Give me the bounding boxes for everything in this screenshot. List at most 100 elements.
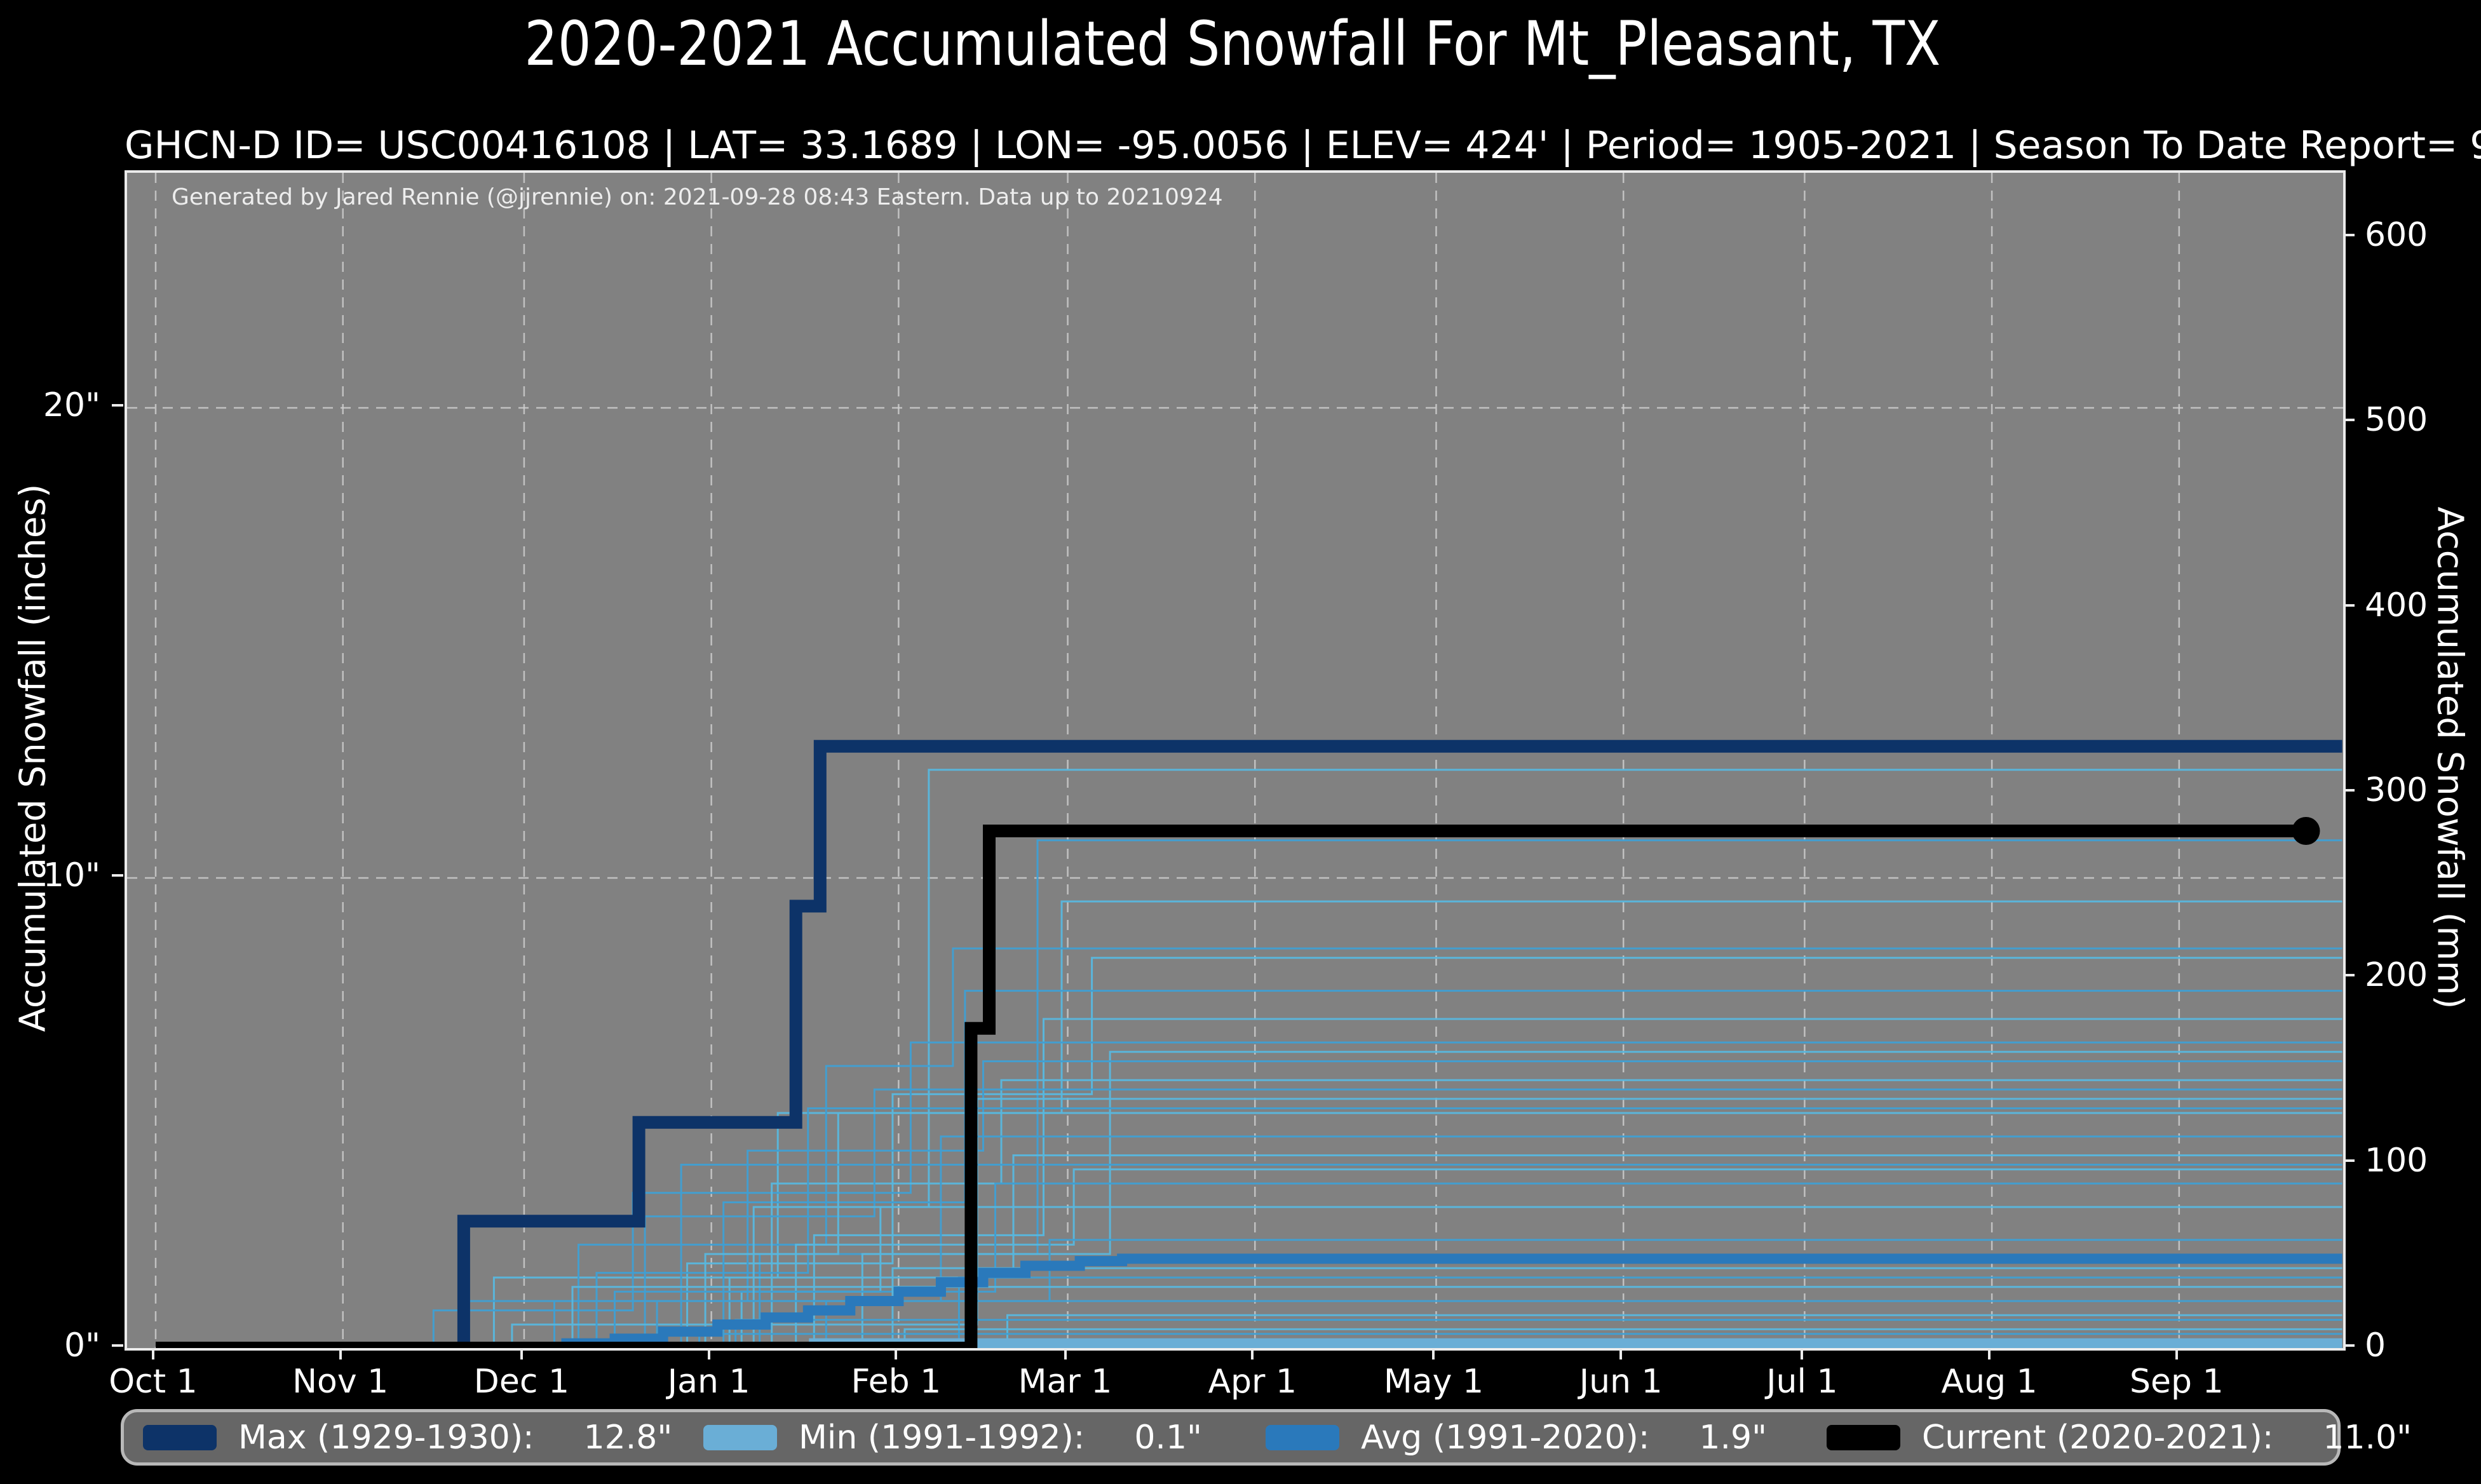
- legend-value-current: 11.0": [2323, 1418, 2412, 1457]
- legend-item-current: Current (2020-2021): 11.0": [1827, 1412, 2412, 1462]
- y-left-tick-mark: [112, 874, 123, 877]
- legend-label-min: Min (1991-1992):: [799, 1418, 1085, 1457]
- season-line: [156, 1135, 2342, 1348]
- watermark-text: Generated by Jared Rennie (@jjrennie) on…: [172, 184, 1223, 210]
- y-right-tick-label: 500: [2365, 401, 2428, 440]
- legend-label-avg: Avg (1991-2020):: [1361, 1418, 1650, 1457]
- x-tick-mark: [1801, 1349, 1804, 1359]
- y-right-tick-label: 200: [2365, 956, 2428, 995]
- season-line: [156, 839, 2342, 1348]
- legend-label-max: Max (1929-1930):: [238, 1418, 534, 1457]
- season-line: [156, 1206, 2342, 1348]
- season-line: [156, 1051, 2342, 1348]
- y-right-tick-mark: [2343, 1344, 2355, 1347]
- x-tick-label: May 1: [1383, 1363, 1484, 1401]
- x-tick-mark: [520, 1349, 523, 1359]
- legend-swatch-max: [143, 1424, 217, 1450]
- chart-canvas: [127, 173, 2343, 1348]
- season-line: [156, 1060, 2342, 1348]
- season-line: [156, 900, 2342, 1348]
- y-right-tick-mark: [2343, 233, 2355, 236]
- x-tick-mark: [1064, 1349, 1067, 1359]
- chart-title-text: 2020-2021 Accumulated Snowfall For Mt_Pl…: [524, 8, 1941, 79]
- season-line: [156, 1018, 2342, 1348]
- season-line: [156, 957, 2342, 1348]
- x-tick-mark: [707, 1349, 710, 1359]
- x-tick-mark: [895, 1349, 898, 1359]
- y-right-tick-label: 300: [2365, 771, 2428, 809]
- season-line: [156, 1163, 2342, 1348]
- y-left-tick-label: 20": [43, 386, 100, 424]
- season-line: [156, 1168, 2342, 1348]
- season-line: [156, 1300, 2342, 1348]
- y-right-tick-mark: [2343, 788, 2355, 792]
- legend: Max (1929-1930): 12.8" Min (1991-1992): …: [121, 1409, 2412, 1466]
- x-tick-label: Mar 1: [1018, 1363, 1112, 1401]
- season-line: [156, 1182, 2342, 1348]
- legend-swatch-current: [1827, 1424, 1900, 1450]
- x-tick-mark: [1619, 1349, 1623, 1359]
- season-line: [156, 1041, 2342, 1348]
- season-line: [156, 1314, 2342, 1348]
- current-end-marker: [2292, 817, 2320, 845]
- x-tick-mark: [1988, 1349, 1991, 1359]
- x-tick-label: Sep 1: [2130, 1363, 2224, 1401]
- y-right-tick-mark: [2343, 419, 2355, 422]
- season-line: [156, 1333, 2342, 1348]
- legend-value-avg: 1.9": [1699, 1418, 1767, 1457]
- season-line: [156, 947, 2342, 1348]
- legend-item-avg: Avg (1991-2020): 1.9": [1266, 1412, 1767, 1462]
- season-line: [156, 1088, 2342, 1348]
- x-tick-label: Dec 1: [473, 1363, 570, 1401]
- legend-swatch-min: [703, 1424, 777, 1450]
- season-line: [156, 1112, 2342, 1348]
- season-line: [156, 1286, 2342, 1348]
- x-tick-mark: [1251, 1349, 1254, 1359]
- x-tick-label: Nov 1: [292, 1363, 389, 1401]
- y-axis-right-title: Accumulated Snowfall (mm): [2429, 506, 2471, 1009]
- chart-title: 2020-2021 Accumulated Snowfall For Mt_Pl…: [125, 9, 2341, 79]
- x-tick-mark: [2175, 1349, 2178, 1359]
- chart-subtitle: GHCN-D ID= USC00416108 | LAT= 33.1689 | …: [125, 123, 2481, 168]
- x-tick-label: Jan 1: [667, 1363, 750, 1401]
- season-line: [156, 990, 2342, 1348]
- y-right-tick-mark: [2343, 604, 2355, 607]
- y-right-tick-label: 600: [2365, 215, 2428, 254]
- season-line: [156, 1107, 2342, 1348]
- series-line-avg: [156, 1253, 2342, 1348]
- y-left-tick-mark: [112, 404, 123, 407]
- legend-value-min: 0.1": [1134, 1418, 1202, 1457]
- y-axis-left-title: Accumulated Snowfall (inches): [12, 483, 54, 1032]
- x-tick-label: Jul 1: [1766, 1363, 1838, 1401]
- x-tick-mark: [152, 1349, 154, 1359]
- legend-item-min: Min (1991-1992): 0.1": [703, 1412, 1202, 1462]
- y-right-tick-label: 400: [2365, 586, 2428, 624]
- y-right-tick-mark: [2343, 1159, 2355, 1162]
- y-left-tick-label: 10": [43, 856, 100, 894]
- x-tick-label: Apr 1: [1208, 1363, 1297, 1401]
- x-tick-mark: [1432, 1349, 1435, 1359]
- legend-item-max: Max (1929-1930): 12.8": [143, 1412, 672, 1462]
- legend-swatch-avg: [1266, 1424, 1339, 1450]
- season-line: [156, 1276, 2342, 1348]
- x-tick-label: Aug 1: [1941, 1363, 2038, 1401]
- y-right-tick-label: 0: [2365, 1326, 2386, 1365]
- x-tick-label: Feb 1: [851, 1363, 942, 1401]
- legend-value-max: 12.8": [583, 1418, 673, 1457]
- season-line: [156, 1267, 2342, 1348]
- season-line: [156, 1079, 2342, 1348]
- legend-label-current: Current (2020-2021):: [1922, 1418, 2274, 1457]
- y-left-tick-label: 0": [64, 1326, 100, 1365]
- series-line-current: [156, 825, 2306, 1348]
- x-tick-mark: [339, 1349, 342, 1359]
- x-tick-label: Jun 1: [1579, 1363, 1663, 1401]
- x-tick-label: Oct 1: [109, 1363, 198, 1401]
- series-line-max: [156, 739, 2342, 1348]
- season-line: [156, 1154, 2342, 1348]
- y-left-tick-mark: [112, 1344, 123, 1347]
- y-right-tick-label: 100: [2365, 1141, 2428, 1180]
- plot-area: Generated by Jared Rennie (@jjrennie) on…: [125, 170, 2346, 1351]
- y-right-tick-mark: [2343, 974, 2355, 977]
- season-line: [156, 769, 2342, 1348]
